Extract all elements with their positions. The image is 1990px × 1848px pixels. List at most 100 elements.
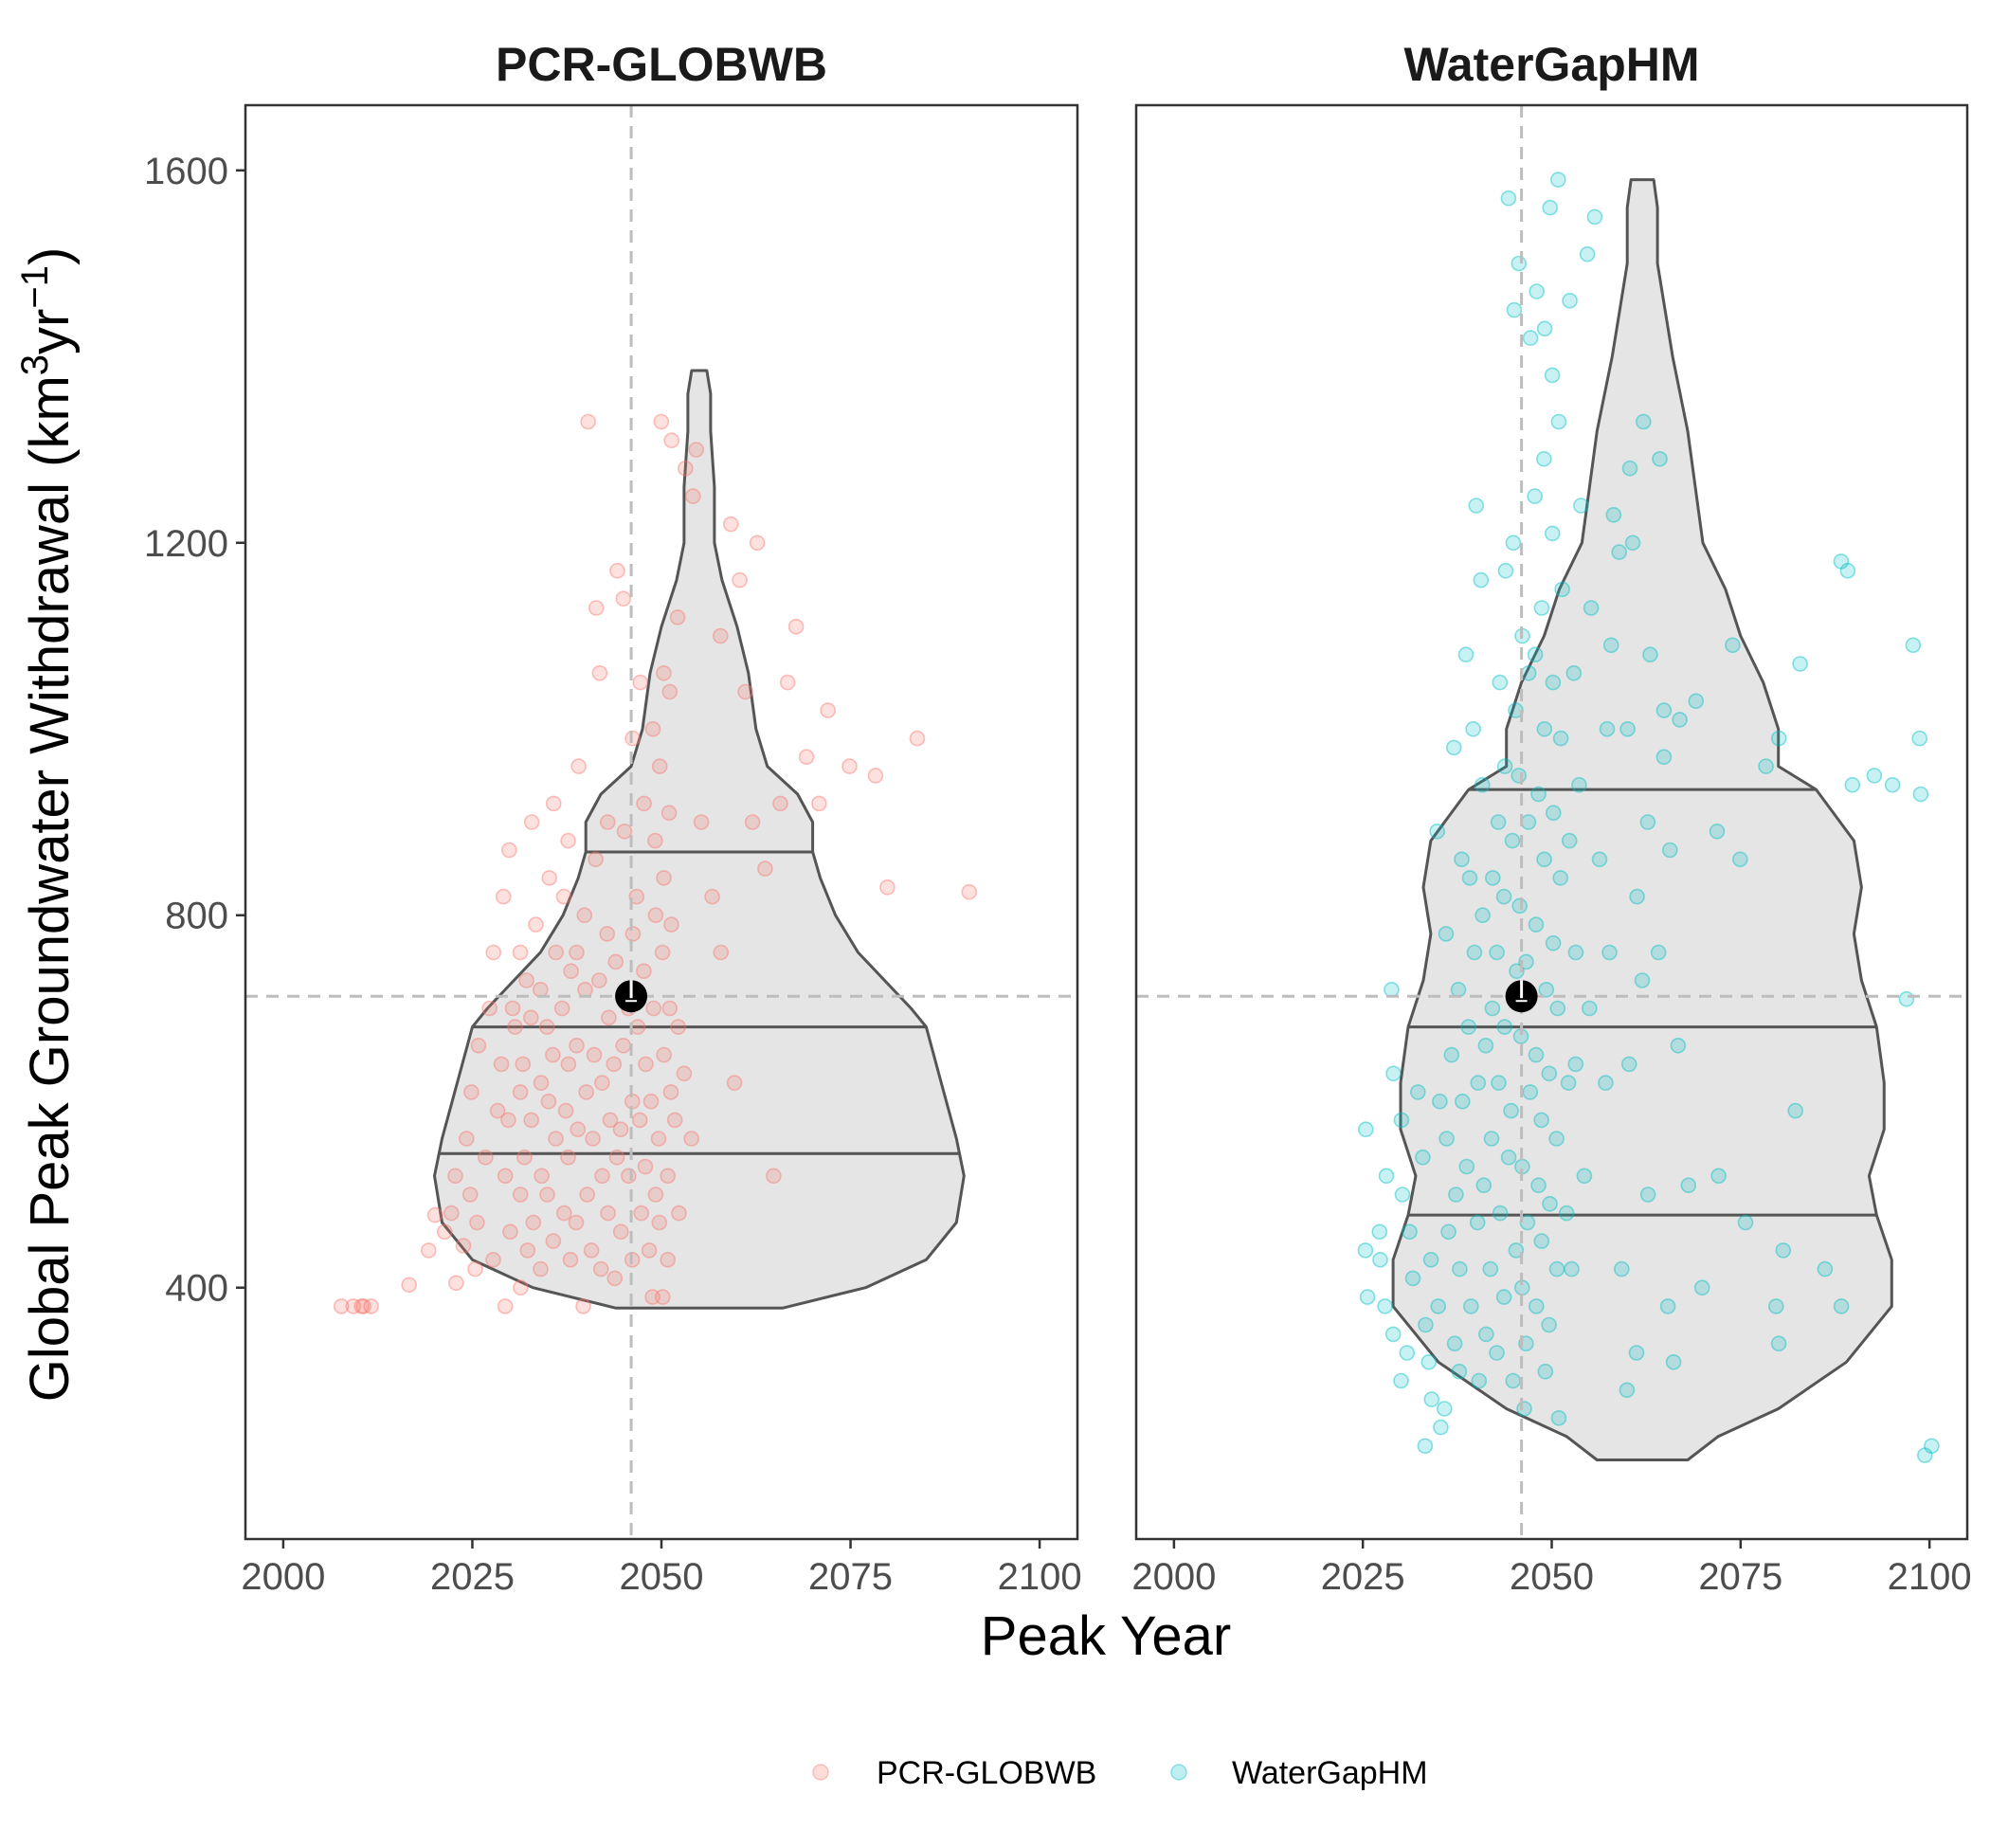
data-point	[1394, 1187, 1411, 1203]
data-point	[1598, 1075, 1614, 1091]
x-tick-label: 2075	[1698, 1556, 1782, 1598]
data-point	[1457, 646, 1474, 663]
data-point	[688, 442, 705, 458]
data-point	[1792, 656, 1808, 672]
data-point	[1911, 730, 1927, 747]
data-point	[1787, 1102, 1803, 1119]
data-point	[588, 600, 605, 616]
data-point	[670, 1019, 687, 1035]
data-point	[1528, 1046, 1545, 1063]
data-point	[1520, 814, 1537, 830]
data-point	[1833, 553, 1850, 570]
data-point	[1732, 851, 1748, 868]
data-point	[1460, 1019, 1476, 1035]
data-point	[578, 1084, 595, 1100]
data-point	[1452, 1260, 1468, 1277]
data-point	[1530, 786, 1547, 803]
panel-watergaphm: WaterGapHM 2000 2025 2050 2075 2100	[1131, 38, 1971, 1598]
data-point	[629, 1019, 646, 1035]
data-point	[512, 1187, 529, 1203]
data-point	[1552, 730, 1569, 747]
data-point	[656, 1046, 672, 1063]
data-point	[1665, 1354, 1682, 1370]
data-point	[470, 1038, 487, 1054]
data-point	[1500, 1149, 1517, 1166]
data-point	[579, 1187, 596, 1203]
data-point	[1546, 805, 1562, 822]
data-point	[1511, 897, 1528, 915]
data-point	[469, 1214, 485, 1231]
data-point	[647, 907, 664, 924]
data-point	[1378, 1168, 1395, 1185]
data-point	[485, 944, 502, 961]
data-point	[1468, 498, 1485, 514]
data-point	[1496, 1019, 1513, 1035]
data-point	[555, 1205, 572, 1222]
data-point	[1469, 1214, 1486, 1231]
data-point	[1844, 776, 1861, 793]
data-point	[533, 1260, 549, 1277]
data-point	[601, 1009, 617, 1026]
data-point	[660, 805, 678, 822]
x-tick-label: 2000	[1131, 1556, 1216, 1598]
data-point	[1817, 1260, 1834, 1277]
data-point	[500, 842, 517, 859]
data-point	[663, 432, 680, 449]
data-point	[1393, 1112, 1410, 1129]
data-point	[1655, 749, 1673, 766]
data-point	[961, 883, 978, 900]
data-point	[757, 861, 773, 877]
data-point	[1495, 888, 1512, 905]
data-point	[569, 1038, 585, 1054]
data-point	[562, 1252, 579, 1268]
data-point	[534, 1168, 550, 1185]
data-point	[1562, 292, 1578, 309]
data-point	[1636, 413, 1652, 430]
data-point	[522, 1009, 539, 1026]
data-point	[1542, 1196, 1558, 1212]
data-point	[624, 730, 641, 747]
data-point	[333, 1298, 350, 1314]
x-tick-label: 2075	[808, 1556, 893, 1598]
data-point	[513, 1279, 529, 1295]
data-point	[599, 926, 616, 942]
data-point	[570, 1121, 587, 1137]
data-point	[458, 1131, 475, 1147]
data-point	[1579, 245, 1596, 263]
data-point	[1621, 460, 1638, 477]
data-point	[594, 1168, 610, 1185]
data-point	[588, 851, 604, 868]
data-point	[1483, 1131, 1500, 1147]
data-point	[644, 1289, 660, 1305]
data-point	[1477, 1038, 1494, 1054]
data-point	[1884, 776, 1901, 793]
data-point	[1768, 1298, 1784, 1314]
data-point	[1554, 581, 1570, 598]
data-point	[1505, 534, 1522, 552]
data-point	[1489, 944, 1505, 961]
data-point	[1438, 926, 1455, 942]
data-point	[420, 1242, 437, 1259]
data-point	[1624, 534, 1641, 552]
data-point	[1655, 702, 1673, 718]
data-point	[436, 1223, 453, 1241]
data-point	[426, 1206, 443, 1223]
data-point	[772, 795, 788, 812]
data-point	[1533, 1112, 1549, 1129]
data-point	[1639, 814, 1656, 830]
data-point	[555, 888, 572, 905]
data-point	[1438, 1131, 1455, 1147]
data-point	[1443, 1046, 1460, 1063]
data-point	[798, 749, 815, 766]
data-point	[560, 1056, 577, 1073]
data-point	[909, 730, 926, 747]
data-point	[612, 1223, 629, 1241]
data-point	[671, 1205, 687, 1222]
data-point	[1473, 571, 1490, 589]
data-point	[1558, 1205, 1575, 1222]
data-point	[1491, 1075, 1507, 1091]
data-point	[541, 870, 558, 886]
data-point	[1628, 1345, 1645, 1361]
data-point	[1642, 646, 1658, 663]
data-point	[1533, 1233, 1550, 1249]
